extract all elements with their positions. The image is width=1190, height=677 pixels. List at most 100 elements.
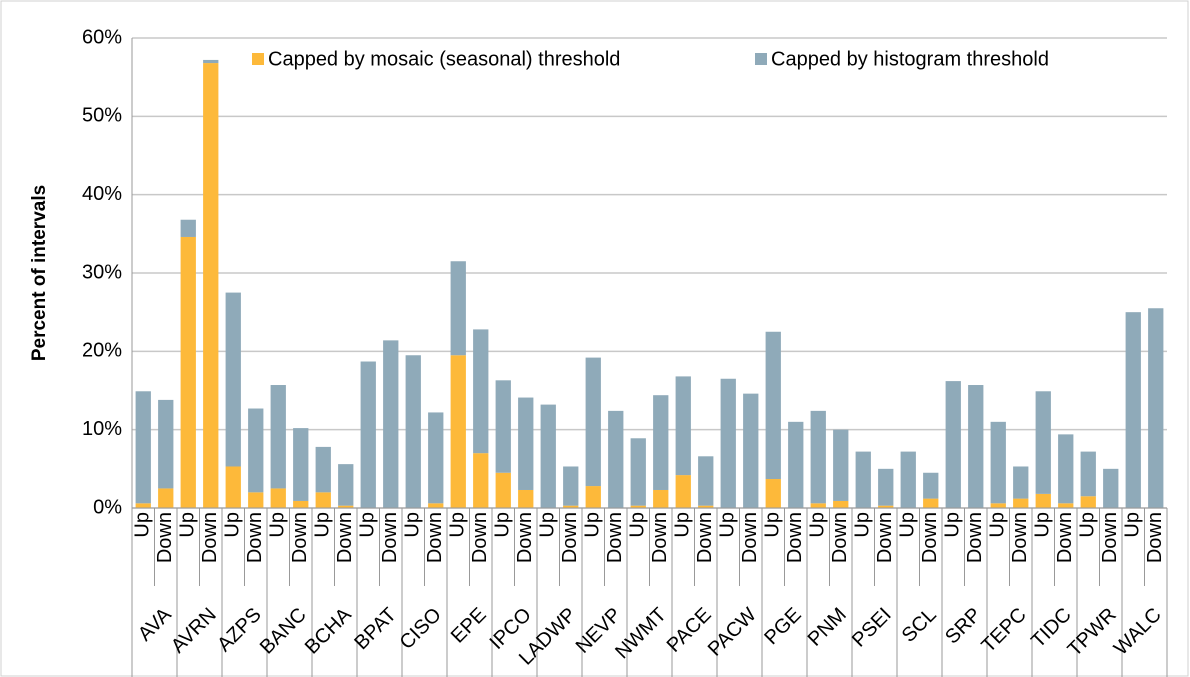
y-axis-label: Percent of intervals [29, 185, 50, 361]
bar-segment [1103, 468, 1119, 508]
bar-segment [360, 361, 376, 508]
bar-segment [158, 488, 174, 508]
bar-segment [540, 404, 556, 508]
bar-segment [878, 468, 894, 506]
x-tick-label: Up [987, 512, 1009, 538]
bar-segment [495, 472, 511, 508]
bar-segment [315, 446, 331, 493]
bar-segment [698, 456, 714, 506]
y-tick-label: 10% [82, 418, 122, 440]
y-tick-label: 0% [93, 496, 122, 518]
x-tick-label: Up [447, 512, 469, 538]
bar-segment [518, 489, 534, 508]
bar-segment [338, 464, 354, 506]
bar-segment [765, 331, 781, 480]
x-tick-label: Down [1099, 512, 1121, 563]
bar-segment [833, 500, 849, 508]
x-tick-label: Down [694, 512, 716, 563]
bar-segment [1013, 466, 1029, 499]
x-tick-label: Down [829, 512, 851, 563]
x-tick-label: Up [492, 512, 514, 538]
x-tick-label: Up [267, 512, 289, 538]
x-tick-label: Down [874, 512, 896, 563]
bar-segment [428, 503, 444, 508]
bar-segment [1058, 434, 1074, 504]
x-tick-label: Up [357, 512, 379, 538]
x-tick-label: Up [762, 512, 784, 538]
x-tick-label: Down [919, 512, 941, 563]
x-tick-label: Down [1054, 512, 1076, 563]
bar-segment [225, 292, 241, 467]
bar-segment [450, 355, 466, 508]
x-tick-label: Down [1009, 512, 1031, 563]
bar-segment [900, 451, 916, 508]
bar-segment [968, 385, 984, 508]
bar-segment [698, 505, 714, 508]
bar-segment [428, 412, 444, 504]
bar-segment [945, 381, 961, 508]
x-tick-label: Down [424, 512, 446, 563]
bar-segment [450, 261, 466, 356]
bar-segment [608, 410, 624, 508]
bar-segment [720, 378, 736, 508]
bar-segment [338, 505, 354, 508]
bar-segment [293, 428, 309, 501]
x-tick-label: Down [1144, 512, 1166, 563]
legend-label: Capped by histogram threshold [771, 48, 1049, 70]
bar-segment [248, 408, 264, 493]
x-tick-label: Down [559, 512, 581, 563]
bar-segment [810, 410, 826, 504]
bar-segment [765, 479, 781, 508]
x-tick-label: Up [717, 512, 739, 538]
bar-segment [315, 492, 331, 508]
bar-segment [990, 503, 1006, 508]
x-tick-label: Down [469, 512, 491, 563]
bar-segment [810, 503, 826, 508]
legend-swatch [755, 53, 767, 65]
bar-segment [1035, 391, 1051, 494]
bar-segment [1013, 498, 1029, 508]
x-tick-label: Down [739, 512, 761, 563]
x-tick-label: Up [807, 512, 829, 538]
x-tick-label: Up [852, 512, 874, 538]
bar-segment [1080, 496, 1096, 508]
x-tick-label: Up [402, 512, 424, 538]
bar-segment [585, 357, 601, 487]
bar-segment [518, 397, 534, 490]
bar-segment [158, 399, 174, 489]
x-tick-label: Down [199, 512, 221, 563]
y-tick-label: 30% [82, 261, 122, 283]
bar-segment [788, 421, 804, 508]
bar-segment [180, 236, 196, 508]
bar-segment [135, 391, 151, 504]
bar-segment [990, 421, 1006, 504]
bar-segment [878, 505, 894, 508]
x-tick-label: Down [649, 512, 671, 563]
bar-segment [675, 475, 691, 508]
bar-segment [563, 505, 579, 508]
x-tick-label: Up [312, 512, 334, 538]
bar-segment [585, 486, 601, 508]
y-tick-label: 50% [82, 105, 122, 127]
x-tick-label: Down [514, 512, 536, 563]
bar-segment [473, 453, 489, 508]
bar-segment [1058, 503, 1074, 508]
bar-segment [855, 451, 871, 508]
x-tick-label: Down [289, 512, 311, 563]
x-tick-label: Down [379, 512, 401, 563]
bar-segment [675, 376, 691, 476]
bar-segment [180, 219, 196, 237]
x-tick-label: Down [244, 512, 266, 563]
bar-segment [225, 466, 241, 508]
x-tick-label: Up [672, 512, 694, 538]
y-tick-label: 20% [82, 340, 122, 362]
bar-segment [743, 393, 759, 508]
x-tick-label: Up [1032, 512, 1054, 538]
bar-segment [383, 340, 399, 508]
x-tick-label: Up [222, 512, 244, 538]
bar-segment [248, 492, 264, 508]
bar-segment [203, 59, 219, 64]
x-tick-label: Up [177, 512, 199, 538]
y-tick-label: 40% [82, 183, 122, 205]
bar-segment [653, 489, 669, 508]
